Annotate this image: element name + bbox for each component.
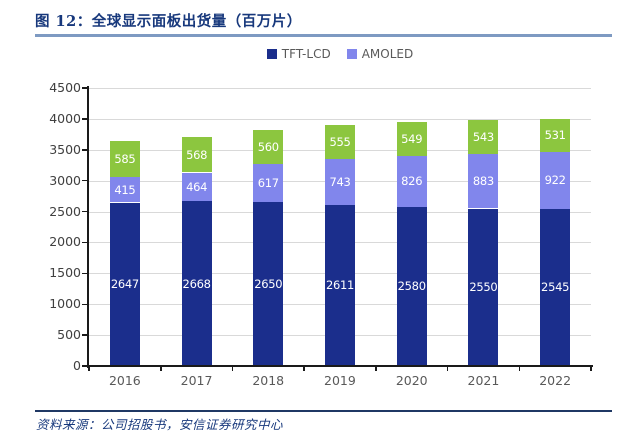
legend-label-amoled: AMOLED (361, 47, 414, 61)
bar-segment: 543 (468, 120, 499, 154)
bar-segment: 2550 (468, 208, 499, 366)
bar-segment-label: 883 (472, 174, 494, 189)
bar-segment-label: 2550 (469, 280, 498, 295)
bar-segment: 922 (540, 151, 571, 209)
y-tick (82, 149, 87, 151)
y-tick-label: 4500 (49, 80, 81, 95)
footer-rule (35, 410, 612, 412)
bar-segment: 2647 (109, 202, 140, 366)
y-tick-label: 1000 (49, 296, 81, 312)
source-text: 资料来源：公司招股书，安信证券研究中心 (36, 417, 284, 432)
title-rule (35, 34, 612, 37)
legend-swatch-tft-lcd-icon (266, 49, 277, 59)
bar-segment: 585 (109, 140, 140, 177)
y-gridline (89, 118, 591, 120)
bar-segment-label: 617 (257, 176, 279, 191)
x-axis-label: 2017 (180, 373, 213, 388)
bar-segment-label: 549 (401, 131, 423, 146)
bar-segment-label: 2647 (110, 277, 139, 292)
bar-segment-label: 543 (472, 130, 494, 145)
bar-segment: 617 (253, 164, 284, 203)
y-tick (82, 241, 87, 244)
bar-segment-label: 2545 (541, 280, 570, 295)
bar-segment-label: 2580 (397, 279, 426, 294)
x-axis-label: 2020 (395, 373, 428, 388)
y-tick (82, 334, 87, 336)
bar-segment-label: 464 (186, 179, 208, 194)
bar-segment-label: 2611 (325, 278, 355, 293)
y-tick-label: 0 (73, 358, 81, 373)
x-tick (446, 366, 449, 371)
legend-item-amoled: AMOLED (346, 47, 414, 61)
x-tick (590, 366, 592, 371)
bar-segment: 2668 (181, 201, 212, 366)
y-tick-label: 1500 (49, 265, 81, 281)
y-tick (82, 365, 87, 367)
y-tick-label: 2500 (49, 203, 81, 219)
y-tick (82, 118, 87, 120)
x-axis-label: 2022 (539, 373, 572, 388)
bar-segment: 549 (396, 121, 427, 156)
bar-segment: 568 (181, 137, 212, 173)
bar-segment-label: 743 (329, 174, 351, 189)
bar-segment: 883 (468, 153, 499, 209)
x-tick (518, 366, 520, 371)
bar-segment: 531 (540, 119, 571, 152)
bar-segment-label: 2668 (182, 276, 211, 291)
bar-segment: 464 (181, 172, 212, 202)
bar-segment: 2650 (253, 202, 284, 366)
y-tick (82, 272, 87, 275)
x-axis-label: 2018 (252, 373, 285, 388)
x-axis-label: 2016 (108, 373, 141, 388)
bar-segment: 743 (325, 158, 355, 205)
bar-segment-label: 2650 (254, 277, 283, 292)
chart-legend: TFT-LCD AMOLED (89, 47, 591, 61)
legend-label-tft-lcd: TFT-LCD (281, 47, 331, 61)
bar-segment-label: 415 (114, 182, 136, 197)
y-tick-label: 3000 (49, 172, 81, 188)
x-axis-label: 2021 (467, 373, 500, 388)
bar-segment-label: 560 (257, 139, 279, 154)
bar-segment-label: 826 (401, 174, 423, 189)
bar-segment: 2545 (540, 208, 571, 366)
y-tick-label: 2000 (49, 234, 81, 250)
x-tick (303, 366, 305, 371)
bar-segment: 415 (109, 176, 140, 203)
x-axis-line (87, 365, 593, 367)
bar-segment-label: 922 (544, 173, 566, 188)
y-tick (82, 87, 87, 89)
bar-segment: 2611 (325, 204, 355, 366)
y-tick (82, 179, 87, 182)
legend-item-tft-lcd: TFT-LCD (266, 47, 331, 61)
x-axis-label: 2019 (324, 373, 356, 388)
bar-segment-label: 568 (186, 147, 208, 162)
bar-segment: 560 (253, 129, 284, 165)
y-tick (82, 303, 87, 305)
x-tick (375, 366, 377, 371)
bar-segment-label: 555 (329, 134, 351, 149)
x-tick (160, 366, 162, 371)
bar-segment-label: 531 (544, 128, 566, 143)
bar-segment: 2580 (396, 206, 427, 366)
y-tick-label: 4000 (49, 110, 81, 126)
y-tick-label: 3500 (49, 141, 81, 157)
bar-segment: 555 (325, 124, 355, 159)
bar-segment-label: 585 (114, 151, 136, 166)
y-axis-line (87, 86, 89, 368)
y-gridline (89, 88, 591, 89)
legend-swatch-amoled-icon (346, 49, 357, 59)
bar-segment: 826 (396, 155, 427, 207)
x-tick (88, 366, 90, 371)
y-tick-label: 500 (57, 327, 81, 343)
x-tick (231, 366, 234, 371)
figure-title: 图 12：全球显示面板出货量（百万片） (35, 13, 302, 30)
y-tick (82, 210, 87, 213)
